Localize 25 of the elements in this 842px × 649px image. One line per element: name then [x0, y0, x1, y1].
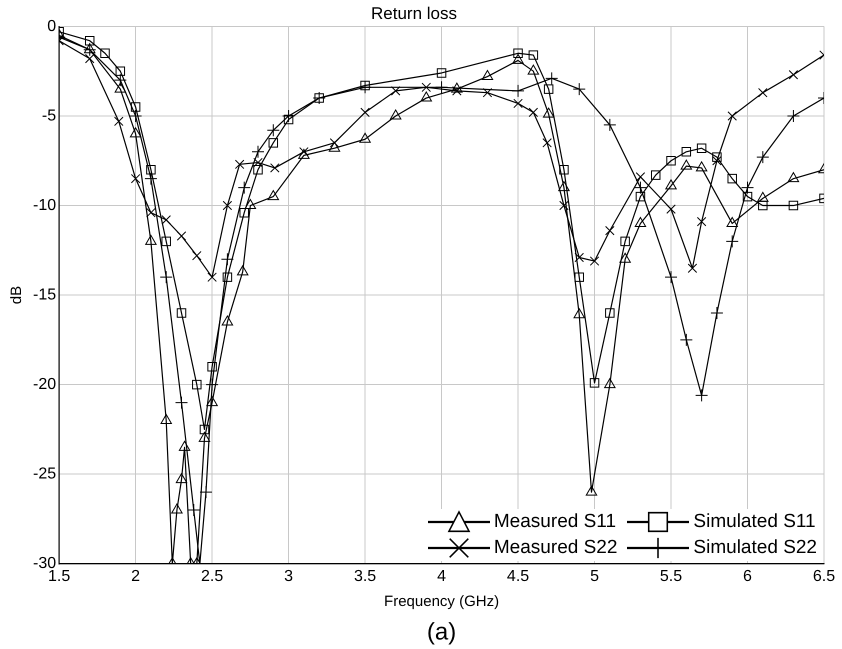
y-tick-label: -15 [33, 286, 56, 304]
y-tick-label: 0 [47, 18, 56, 35]
x-tick-label: 6 [743, 568, 752, 585]
x-tick-label: 4.5 [506, 568, 530, 585]
x-tick-label: 1.5 [48, 568, 70, 585]
legend-label: Measured S22 [494, 536, 618, 559]
legend-label: Simulated S22 [693, 536, 817, 559]
y-tick-label: -5 [42, 107, 56, 124]
x-axis-title: Frequency (GHz) [384, 593, 500, 610]
x-tick-label: 6.5 [812, 568, 836, 585]
y-tick-label: -20 [33, 376, 56, 394]
x-tick-label: 5 [590, 568, 600, 585]
chart-title: Return loss [371, 4, 457, 23]
x-tick-label: 3 [284, 568, 294, 585]
legend-label: Measured S11 [494, 510, 616, 533]
x-tick-label: 4 [437, 568, 446, 585]
x-tick-label: 3.5 [354, 568, 376, 585]
x-tick-label: 2 [131, 568, 140, 585]
text: (a) [426, 618, 456, 646]
legend-label: Simulated S11 [693, 510, 816, 533]
x-tick-label: 5.5 [660, 568, 682, 585]
y-axis-title: dB [8, 286, 26, 304]
x-tick-label: 2.5 [200, 568, 224, 585]
y-tick-label: -10 [33, 196, 56, 214]
y-tick-label: -25 [33, 466, 56, 483]
